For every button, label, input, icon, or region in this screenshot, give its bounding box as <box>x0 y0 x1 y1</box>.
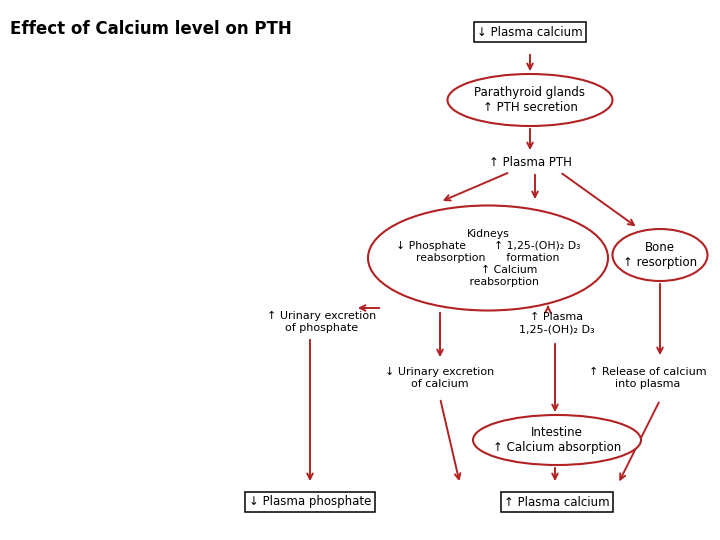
Text: Bone
↑ resorption: Bone ↑ resorption <box>623 241 697 269</box>
Ellipse shape <box>613 229 708 281</box>
Text: Effect of Calcium level on PTH: Effect of Calcium level on PTH <box>10 20 292 38</box>
Text: ↑ Urinary excretion
of phosphate: ↑ Urinary excretion of phosphate <box>267 310 377 333</box>
Ellipse shape <box>368 206 608 310</box>
Text: ↓ Urinary excretion
of calcium: ↓ Urinary excretion of calcium <box>385 367 495 389</box>
Text: ↓ Plasma calcium: ↓ Plasma calcium <box>477 25 582 38</box>
Text: ↑ Plasma
1,25-(OH)₂ D₃: ↑ Plasma 1,25-(OH)₂ D₃ <box>519 312 595 334</box>
Text: ↓ Plasma phosphate: ↓ Plasma phosphate <box>249 496 372 509</box>
Text: ↑ Release of calcium
into plasma: ↑ Release of calcium into plasma <box>589 367 707 389</box>
Ellipse shape <box>448 74 613 126</box>
Text: Intestine
↑ Calcium absorption: Intestine ↑ Calcium absorption <box>493 426 621 454</box>
Text: ↑ Plasma PTH: ↑ Plasma PTH <box>489 157 572 170</box>
Text: Parathyroid glands
↑ PTH secretion: Parathyroid glands ↑ PTH secretion <box>474 86 585 114</box>
Text: Kidneys
↓ Phosphate        ↑ 1,25-(OH)₂ D₃
reabsorption      formation
         : Kidneys ↓ Phosphate ↑ 1,25-(OH)₂ D₃ reab… <box>396 229 580 287</box>
Ellipse shape <box>473 415 641 465</box>
Text: ↑ Plasma calcium: ↑ Plasma calcium <box>504 496 610 509</box>
